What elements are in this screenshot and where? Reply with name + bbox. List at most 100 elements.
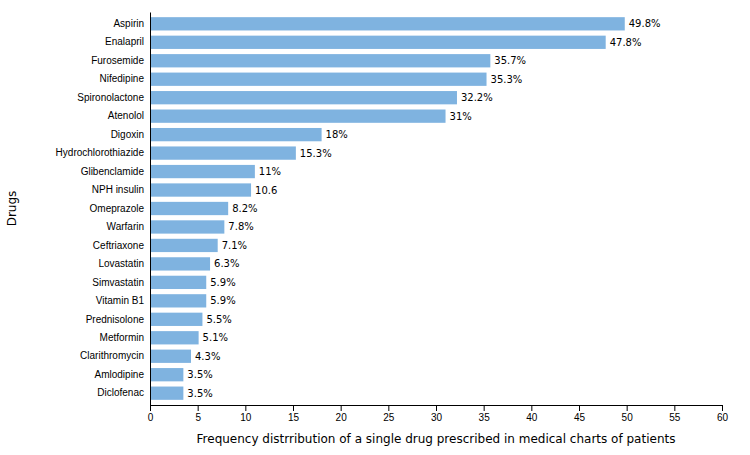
y-tick: Hydrochlorothiazide [56, 147, 145, 158]
y-tick: Amlodipine [95, 369, 145, 380]
bar [150, 165, 255, 178]
x-tick-mark [674, 405, 675, 411]
bar [150, 73, 487, 86]
bar [150, 294, 206, 307]
chart: 3.5%3.5%4.3%5.1%5.5%5.9%5.9%6.3%7.1%7.8%… [0, 0, 750, 455]
x-tick-mark [627, 405, 628, 411]
y-tick-label: Prednisolone [86, 314, 145, 325]
data-label: 5.9% [210, 295, 235, 306]
x-tick-label: 50 [622, 412, 634, 423]
data-label: 31% [450, 111, 472, 122]
y-tick: Atenolol [108, 110, 144, 121]
y-tick: Nifedipine [100, 73, 145, 84]
x-axis-line [151, 406, 723, 412]
y-tick-label: NPH insulin [92, 184, 144, 195]
x-tick-label: 5 [195, 412, 201, 423]
y-tick-label: Atenolol [108, 110, 144, 121]
data-label: 49.8% [629, 18, 661, 29]
bar [150, 257, 210, 270]
y-axis-title: Drugs [5, 191, 19, 227]
data-label: 7.1% [222, 240, 247, 251]
data-label: 47.8% [610, 37, 642, 48]
bar [150, 91, 457, 104]
y-tick-label: Furosemide [91, 55, 144, 66]
x-tick: 10 [240, 405, 252, 423]
data-labels: 3.5%3.5%4.3%5.1%5.5%5.9%5.9%6.3%7.1%7.8%… [187, 18, 660, 398]
x-tick-mark [531, 405, 532, 411]
bar [150, 313, 202, 326]
data-label: 18% [326, 129, 348, 140]
x-tick-mark [341, 405, 342, 411]
y-tick: Ceftriaxone [93, 240, 145, 251]
data-label: 32.2% [461, 92, 493, 103]
y-tick: Lovastatin [98, 258, 144, 269]
data-label: 8.2% [232, 203, 257, 214]
data-label: 10.6 [255, 185, 277, 196]
x-tick-mark [579, 405, 580, 411]
bar [150, 331, 199, 344]
y-tick-label: Clarithromycin [80, 350, 144, 361]
bar [150, 146, 296, 159]
y-tick: Digoxin [111, 129, 144, 140]
y-tick: Glibenclamide [81, 166, 145, 177]
data-label: 6.3% [214, 258, 239, 269]
bar [150, 239, 218, 252]
y-tick-label: Hydrochlorothiazide [56, 147, 145, 158]
y-tick: NPH insulin [92, 184, 144, 195]
y-tick: Metformin [100, 332, 144, 343]
x-tick: 50 [622, 405, 634, 423]
data-label: 5.1% [203, 332, 228, 343]
bar [150, 220, 224, 233]
y-tick-label: Diclofenac [97, 387, 144, 398]
bar [150, 350, 191, 363]
x-axis-title: Frequency distrribution of a single drug… [197, 432, 676, 446]
y-tick-label: Simvastatin [92, 277, 144, 288]
bar [150, 183, 251, 196]
bar [150, 54, 490, 67]
y-tick: Diclofenac [97, 387, 144, 398]
y-tick: Omeprazole [90, 203, 145, 214]
data-label: 11% [259, 166, 281, 177]
y-tick-label: Lovastatin [98, 258, 144, 269]
y-tick-label: Spironolactone [77, 92, 144, 103]
y-tick-label: Omeprazole [90, 203, 145, 214]
x-tick: 0 [148, 405, 154, 423]
y-tick: Furosemide [91, 55, 144, 66]
x-tick-mark [198, 405, 199, 411]
y-tick: Spironolactone [77, 92, 144, 103]
y-tick-label: Nifedipine [100, 73, 145, 84]
data-label: 15.3% [300, 148, 332, 159]
bar [150, 110, 446, 123]
data-label: 5.9% [210, 277, 235, 288]
x-tick-label: 40 [526, 412, 538, 423]
x-tick-label: 30 [431, 412, 443, 423]
data-label: 35.3% [491, 74, 523, 85]
x-tick: 30 [431, 405, 443, 423]
x-tick: 45 [574, 405, 586, 423]
x-tick: 60 [717, 405, 729, 423]
x-tick: 40 [526, 405, 538, 423]
y-tick-label: Amlodipine [95, 369, 145, 380]
bar [150, 17, 625, 30]
x-tick: 35 [479, 405, 491, 423]
x-tick-label: 25 [383, 412, 395, 423]
x-tick-label: 15 [288, 412, 300, 423]
x-tick: 5 [195, 405, 201, 423]
x-tick-label: 60 [717, 412, 729, 423]
y-tick-label: Digoxin [111, 129, 144, 140]
x-tick-label: 0 [148, 412, 154, 423]
x-tick: 55 [669, 405, 681, 423]
y-tick: Warfarin [107, 221, 144, 232]
x-tick-label: 10 [240, 412, 252, 423]
y-tick: Simvastatin [92, 277, 144, 288]
x-tick-mark [293, 405, 294, 411]
bar [150, 202, 228, 215]
bar [150, 387, 183, 400]
x-tick-mark [722, 405, 723, 411]
x-tick: 15 [288, 405, 300, 423]
data-label: 7.8% [228, 221, 253, 232]
bar [150, 368, 183, 381]
x-tick-label: 20 [336, 412, 348, 423]
y-tick-label: Warfarin [107, 221, 144, 232]
data-label: 4.3% [195, 351, 220, 362]
